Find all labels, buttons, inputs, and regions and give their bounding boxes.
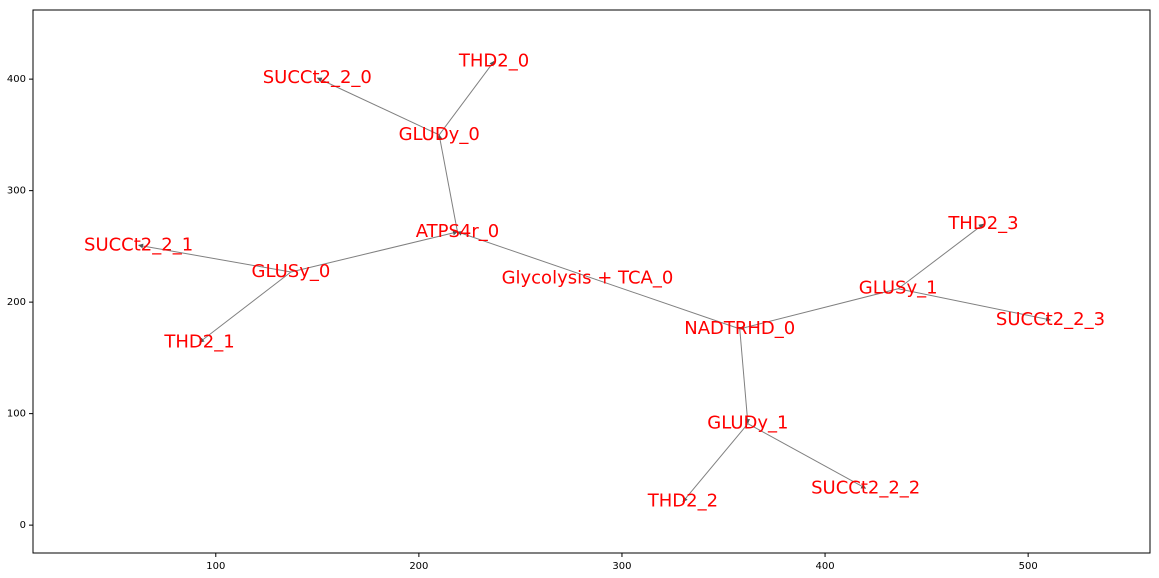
edge-GLUDy_1-to-THD2_2	[682, 423, 749, 503]
edge-ATPS4r_0-to-GLUDy_0	[437, 134, 458, 232]
edge-GLUSy_0-to-SUCCt2_2_1	[138, 243, 292, 273]
y-tick-label: 300	[7, 186, 26, 197]
y-tick-label: 100	[7, 409, 26, 420]
node-label: Glycolysis + TCA_0	[502, 268, 674, 289]
y-tick-label: 400	[7, 74, 26, 85]
node-label: SUCCt2_2_3	[996, 309, 1105, 330]
nodes-layer: THD2_0 SUCCt2_2_0 GLUDy_0 SUCCt2_2_1 ATPS4r_…	[84, 50, 1105, 511]
node-label: NADTRHD_0	[684, 318, 795, 339]
axes: 100 200 300 400 500 0 100 200 300 400	[7, 9, 1151, 572]
node-label: SUCCt2_2_1	[84, 234, 193, 255]
edge-GLUSy_0-to-THD2_1	[199, 271, 292, 343]
node-label: ATPS4r_0	[416, 221, 500, 242]
x-tick-label: 100	[206, 561, 225, 572]
node-label: GLUSy_1	[859, 278, 938, 299]
node-label: SUCCt2_2_2	[811, 477, 920, 498]
x-tick-label: 400	[816, 561, 835, 572]
edge-GLUDy_1-to-SUCCt2_2_2	[747, 423, 867, 489]
node-label: SUCCt2_2_0	[263, 67, 372, 88]
edge-GLUSy_1-to-SUCCt2_2_3	[898, 288, 1051, 322]
node-label: GLUSy_0	[252, 261, 331, 282]
edge-GLUSy_1-to-THD2_3	[897, 223, 984, 290]
y-tick-label: 0	[20, 520, 26, 531]
node-label: THD2_0	[458, 50, 529, 71]
node-label: GLUDy_1	[707, 413, 788, 434]
node-label: THD2_2	[647, 491, 718, 512]
edge-NADTRHD_0-to-GLUDy_1	[739, 328, 750, 425]
plot-frame	[32, 9, 1151, 554]
y-tick-label: 200	[7, 297, 26, 308]
edge-GLUDy_0-to-THD2_0	[438, 60, 495, 136]
node-label: THD2_3	[947, 213, 1018, 234]
x-tick-label: 200	[409, 561, 428, 572]
edge-GLUSy_0-to-ATPS4r_0	[290, 230, 458, 273]
edge-NADTRHD_0-to-ATPS4r_0	[456, 230, 740, 330]
node-label: THD2_1	[163, 331, 234, 352]
node-label: GLUDy_0	[399, 124, 480, 145]
x-tick-label: 500	[1019, 561, 1038, 572]
edge-GLUDy_0-to-SUCCt2_2_0	[316, 77, 440, 136]
edges-layer	[138, 60, 1051, 503]
x-tick-label: 300	[612, 561, 631, 572]
edge-GLUSy_1-to-NADTRHD_0	[739, 288, 899, 331]
